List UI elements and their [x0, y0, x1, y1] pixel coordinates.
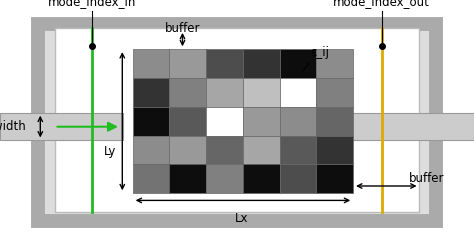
Bar: [243, 78, 280, 107]
Bar: [133, 164, 170, 193]
Text: wg_width: wg_width: [0, 120, 26, 133]
Bar: [0, 113, 123, 140]
Bar: [316, 136, 353, 164]
Bar: [316, 78, 353, 107]
Bar: [243, 49, 280, 78]
Bar: [316, 164, 353, 193]
Bar: [206, 164, 243, 193]
Bar: [206, 78, 243, 107]
Bar: [133, 78, 170, 107]
Text: mode_index_out: mode_index_out: [333, 0, 430, 8]
Bar: [243, 136, 280, 164]
Bar: [206, 107, 243, 136]
Bar: [170, 78, 206, 107]
Bar: [316, 107, 353, 136]
Text: ε_ij: ε_ij: [310, 46, 329, 59]
Bar: [243, 107, 280, 136]
Bar: [206, 136, 243, 164]
Text: mode_index_in: mode_index_in: [48, 0, 137, 8]
Bar: [280, 107, 317, 136]
Bar: [280, 78, 317, 107]
Bar: [38, 24, 436, 221]
Bar: [170, 107, 206, 136]
Bar: [133, 49, 170, 78]
Bar: [55, 28, 419, 212]
Bar: [351, 113, 474, 140]
Bar: [280, 49, 317, 78]
Text: buffer: buffer: [409, 172, 444, 185]
Bar: [133, 136, 170, 164]
Bar: [243, 164, 280, 193]
Bar: [316, 49, 353, 78]
Text: Lx: Lx: [235, 212, 248, 225]
Bar: [206, 49, 243, 78]
Text: Ly: Ly: [104, 145, 116, 158]
Bar: [280, 164, 317, 193]
Bar: [280, 136, 317, 164]
Bar: [170, 136, 206, 164]
Bar: [133, 107, 170, 136]
Bar: [170, 49, 206, 78]
Text: buffer: buffer: [165, 22, 200, 35]
Bar: [170, 164, 206, 193]
